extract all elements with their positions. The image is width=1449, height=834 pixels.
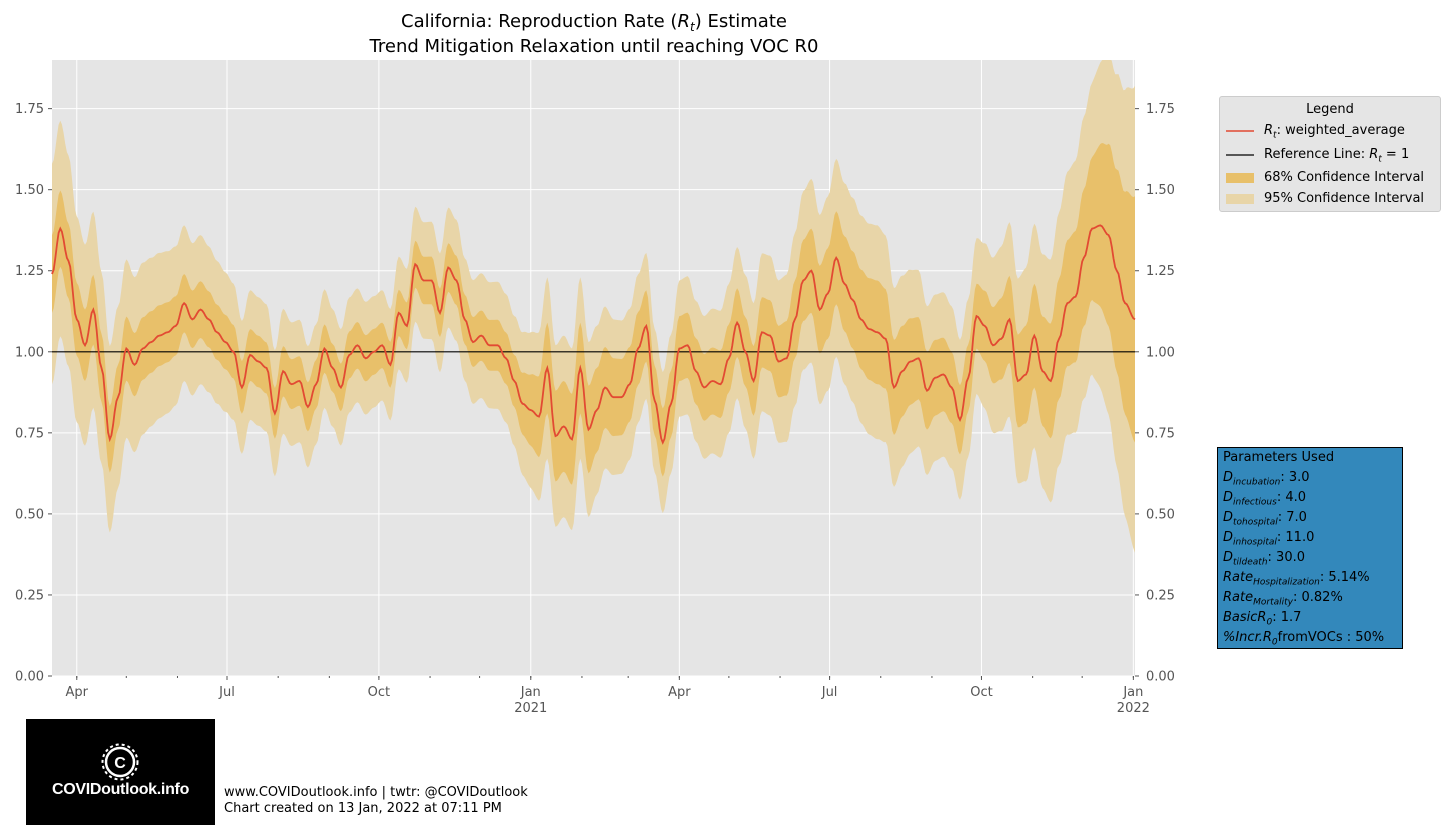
logo: C COVIDoutlook.info	[26, 719, 215, 825]
y-tick-label: 0.50	[15, 507, 44, 522]
parameters-list: Dincubation: 3.0 Dinfectious: 4.0 Dtohospi…	[1223, 470, 1402, 648]
y-axis-left: 0.00 0.25 0.50 0.75 1.00 1.25 1.50 1.75	[15, 102, 52, 685]
x-tick-label: Jan	[1122, 685, 1143, 700]
legend-label-ci68: 68% Confidence Interval	[1264, 170, 1425, 185]
legend: Legend Rt: weighted_average Reference Li…	[1219, 96, 1441, 212]
legend-label-ci95: 95% Confidence Interval	[1264, 191, 1425, 206]
footer: www.COVIDoutlook.info | twtr: @COVIDoutl…	[224, 785, 528, 817]
legend-swatch-rt	[1226, 130, 1254, 132]
y-tick-label: 0.75	[15, 426, 44, 441]
legend-swatch-reference	[1226, 154, 1254, 156]
parameter-item: RateMortality: 0.82%	[1223, 590, 1343, 608]
x-tick-label: Oct	[970, 685, 992, 700]
legend-item-ci95: 95% Confidence Interval	[1220, 191, 1440, 211]
y-tick-label: 1.00	[15, 345, 44, 360]
series-line-rt	[51, 224, 1136, 445]
y-tick-label: 0.00	[1146, 670, 1175, 685]
y-tick-label: 1.25	[15, 264, 44, 279]
legend-item-rt: Rt: weighted_average	[1220, 123, 1440, 143]
y-tick-label: 1.75	[15, 102, 44, 117]
parameter-item: Dtildeath: 30.0	[1223, 550, 1306, 568]
logo-text: COVIDoutlook.info	[51, 781, 190, 798]
x-tick-year-label: 2022	[1117, 701, 1150, 716]
parameter-item: Dinfectious: 4.0	[1223, 490, 1306, 508]
x-tick-year-label: 2021	[514, 701, 547, 716]
legend-label-rt: Rt: weighted_average	[1264, 123, 1405, 141]
x-tick-label: Jul	[218, 685, 235, 700]
x-tick-label: Apr	[66, 685, 89, 700]
y-tick-label: 1.50	[1146, 183, 1175, 198]
y-tick-label: 0.25	[1146, 588, 1175, 603]
chart-title-line1: California: Reproduction Rate (Rt) Estim…	[401, 11, 787, 34]
svg-text:C: C	[114, 755, 126, 772]
parameters-title: Parameters Used	[1223, 450, 1335, 465]
legend-swatch-ci95	[1226, 194, 1254, 204]
x-tick-label: Jul	[821, 685, 838, 700]
y-tick-label: 0.25	[15, 588, 44, 603]
parameter-item: Dincubation: 3.0	[1223, 470, 1310, 488]
series-layer	[51, 224, 1136, 445]
legend-title: Legend	[1306, 102, 1354, 117]
x-tick-label: Oct	[368, 685, 390, 700]
parameter-item: %Incr.R0fromVOCs : 50%	[1223, 630, 1385, 648]
chart-title-line2: Trend Mitigation Relaxation until reachi…	[369, 36, 819, 57]
legend-label-reference: Reference Line: Rt = 1	[1264, 147, 1410, 165]
x-tick-label: Apr	[668, 685, 691, 700]
parameter-item: Dtohospital: 7.0	[1223, 510, 1307, 528]
legend-item-reference: Reference Line: Rt = 1	[1220, 147, 1440, 167]
y-tick-label: 1.00	[1146, 345, 1175, 360]
footer-line2: Chart created on 13 Jan, 2022 at 07:11 P…	[224, 801, 502, 816]
legend-item-ci68: 68% Confidence Interval	[1220, 170, 1440, 190]
parameter-item: Dinhospital: 11.0	[1223, 530, 1315, 548]
y-tick-label: 0.00	[15, 670, 44, 685]
y-tick-label: 0.75	[1146, 426, 1175, 441]
virus-icon: C	[101, 743, 139, 781]
parameter-item: BasicR0: 1.7	[1223, 610, 1302, 628]
y-axis-right: 0.00 0.25 0.50 0.75 1.00 1.25 1.50 1.75	[1135, 102, 1175, 685]
footer-line1: www.COVIDoutlook.info | twtr: @COVIDoutl…	[224, 785, 528, 800]
legend-swatch-ci68	[1226, 173, 1254, 183]
y-tick-label: 0.50	[1146, 507, 1175, 522]
y-tick-label: 1.50	[15, 183, 44, 198]
parameters-box: Parameters Used Dincubation: 3.0 Dinfecti…	[1217, 447, 1403, 649]
x-tick-label: Jan	[520, 685, 541, 700]
parameter-item: RateHospitalization: 5.14%	[1223, 570, 1370, 588]
y-tick-label: 1.75	[1146, 102, 1175, 117]
y-tick-label: 1.25	[1146, 264, 1175, 279]
